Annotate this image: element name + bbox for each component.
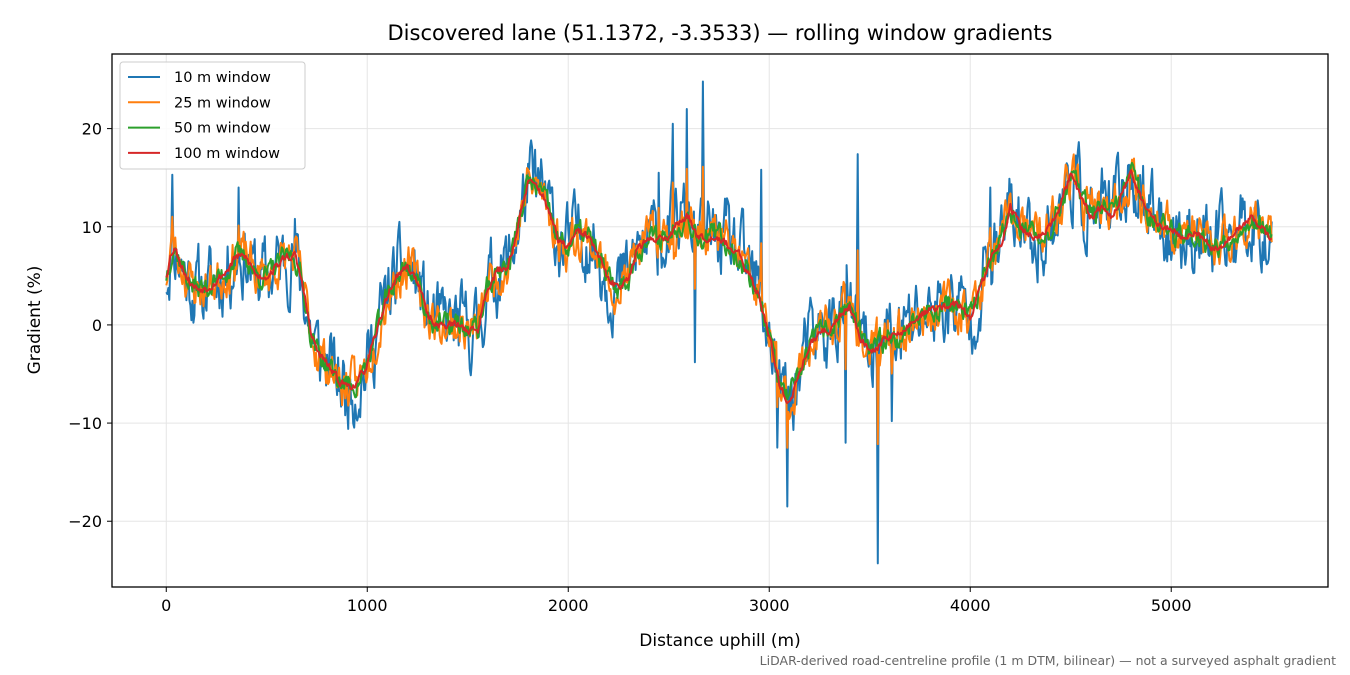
x-tick-label: 0 bbox=[161, 596, 171, 615]
x-tick-label: 2000 bbox=[548, 596, 589, 615]
series-layer bbox=[165, 80, 1273, 565]
x-tick-label: 1000 bbox=[347, 596, 388, 615]
plot-frame bbox=[111, 53, 1329, 588]
legend-entry: 10 m window bbox=[174, 70, 271, 86]
y-tick-label: 20 bbox=[82, 120, 102, 139]
x-axis: 0 1000 2000 3000 4000 5000 bbox=[161, 587, 1192, 615]
x-tick-label: 4000 bbox=[950, 596, 991, 615]
legend-entry: 50 m window bbox=[174, 121, 271, 137]
y-axis-title: Gradient (%) bbox=[25, 266, 45, 375]
chart-title: Discovered lane (51.1372, -3.3533) — rol… bbox=[388, 21, 1053, 45]
y-tick-label: 10 bbox=[82, 218, 102, 237]
footnote: LiDAR-derived road-centreline profile (1… bbox=[760, 653, 1336, 668]
y-axis: −20 −10 0 10 20 bbox=[68, 120, 112, 531]
x-tick-label: 5000 bbox=[1151, 596, 1192, 615]
legend-frame bbox=[119, 61, 306, 170]
y-tick-label: −20 bbox=[68, 512, 102, 531]
series-line bbox=[165, 80, 1273, 565]
series-line bbox=[165, 153, 1273, 449]
y-tick-label: 0 bbox=[92, 316, 102, 335]
y-tick-label: −10 bbox=[68, 414, 102, 433]
series-line bbox=[165, 169, 1273, 405]
legend-entry: 100 m window bbox=[174, 146, 280, 162]
x-axis-title: Distance uphill (m) bbox=[639, 631, 800, 651]
legend-entry: 25 m window bbox=[174, 95, 271, 111]
legend: 10 m window 25 m window 50 m window 100 m w… bbox=[119, 61, 306, 170]
x-tick-label: 3000 bbox=[749, 596, 790, 615]
